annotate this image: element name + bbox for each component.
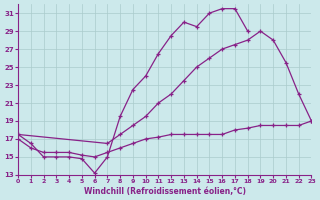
X-axis label: Windchill (Refroidissement éolien,°C): Windchill (Refroidissement éolien,°C) — [84, 187, 246, 196]
